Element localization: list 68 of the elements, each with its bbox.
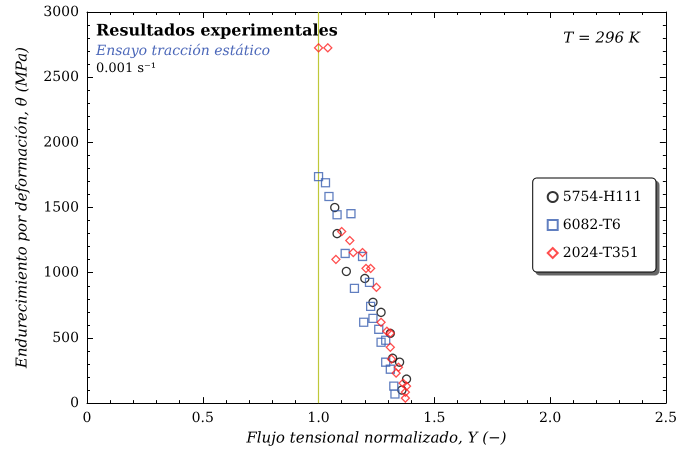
point — [386, 342, 395, 352]
point — [330, 202, 340, 212]
x-tick-label: 2.5 — [654, 410, 677, 426]
annotation: 0.001 s⁻¹ — [96, 61, 156, 76]
legend-label: 2024-T351 — [562, 245, 639, 261]
point — [368, 314, 378, 324]
point — [342, 266, 351, 276]
y-tick-label: 1000 — [43, 264, 79, 281]
y-tick-label: 0 — [70, 395, 79, 412]
point — [320, 178, 330, 188]
point — [366, 302, 376, 312]
annotation: T = 296 K — [563, 28, 641, 46]
point — [359, 318, 368, 327]
point — [332, 228, 342, 238]
point — [345, 236, 354, 246]
y-tick-label: 2000 — [43, 134, 79, 150]
x-tick-label: 2.0 — [538, 410, 562, 426]
point — [368, 298, 378, 307]
point — [346, 209, 356, 218]
point — [332, 210, 342, 220]
point — [358, 248, 368, 258]
point — [376, 308, 386, 318]
point — [372, 282, 382, 292]
point — [389, 382, 398, 391]
point — [348, 248, 358, 258]
x-tick-label: 1.5 — [423, 410, 446, 426]
y-tick-label: 2500 — [43, 69, 79, 86]
point — [364, 278, 374, 288]
point — [331, 254, 341, 264]
point — [376, 338, 386, 347]
point — [400, 393, 410, 403]
point — [361, 264, 371, 274]
point — [376, 318, 386, 327]
point — [394, 358, 404, 367]
point — [358, 252, 368, 262]
point — [400, 388, 410, 397]
point — [382, 326, 392, 336]
point — [381, 336, 390, 345]
point — [314, 43, 324, 52]
point — [394, 362, 404, 372]
y-tick-label: 3000 — [43, 4, 79, 20]
point — [324, 192, 334, 202]
point — [381, 358, 390, 367]
point — [397, 385, 407, 395]
point — [314, 172, 324, 182]
legend-label: 5754-H111 — [562, 189, 642, 205]
y-tick-label: 1500 — [43, 200, 79, 216]
point — [360, 274, 370, 284]
point — [390, 389, 400, 399]
point — [340, 248, 350, 258]
x-tick-label: 0.5 — [192, 410, 214, 426]
point — [402, 374, 412, 384]
x-tick-label: 1.0 — [307, 410, 330, 426]
point — [337, 226, 346, 236]
y-axis-title: Endurecimiento por deformación, θ (MPa) — [12, 46, 30, 370]
point — [398, 378, 408, 388]
point — [402, 382, 412, 391]
point — [366, 264, 376, 274]
point — [350, 284, 360, 294]
point — [391, 368, 401, 378]
legend-label: 6082-T6 — [562, 217, 621, 233]
point — [374, 324, 384, 334]
x-tick-label: 0 — [82, 410, 92, 426]
point — [386, 364, 395, 374]
point — [323, 43, 332, 52]
y-tick-label: 500 — [52, 330, 79, 346]
annotation: Ensayo tracción estático — [95, 43, 270, 59]
x-axis-title: Flujo tensional normalizado, Y (−) — [245, 428, 507, 446]
